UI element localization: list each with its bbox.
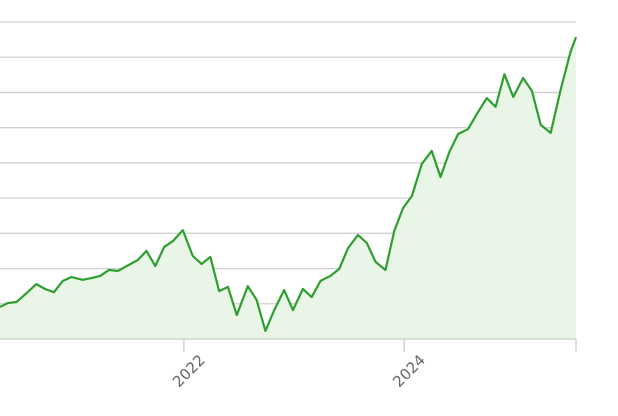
x-tick-label: 2024: [389, 351, 429, 391]
line: [0, 36, 578, 332]
area-fill: [0, 37, 576, 339]
x-tick-label: 2022: [169, 351, 209, 391]
